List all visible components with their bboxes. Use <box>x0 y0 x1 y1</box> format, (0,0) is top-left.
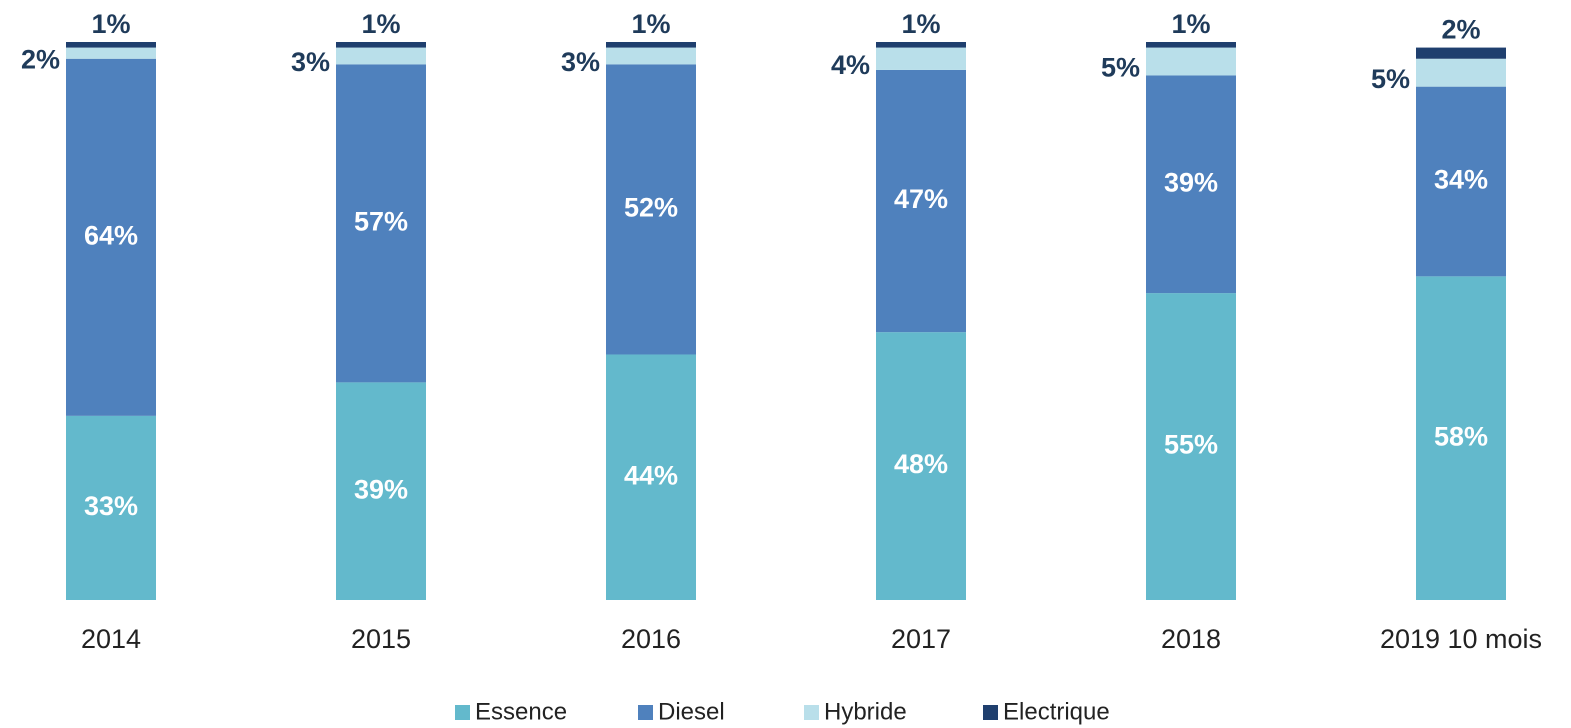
legend-swatch <box>455 705 470 720</box>
bar-segment <box>1146 47 1236 76</box>
value-label: 5% <box>1371 64 1410 94</box>
legend-swatch <box>804 705 819 720</box>
legend-swatch <box>983 705 998 720</box>
value-label: 44% <box>624 460 678 490</box>
value-label: 55% <box>1164 430 1218 460</box>
bar-segment <box>1416 47 1506 59</box>
bar-segment <box>336 47 426 65</box>
bar-segment <box>606 47 696 65</box>
value-label: 2% <box>21 44 60 74</box>
legend-label: Diesel <box>658 698 725 725</box>
bar-segment <box>1416 276 1506 600</box>
bar-segment <box>876 332 966 600</box>
bar-segment <box>336 382 426 600</box>
value-label: 57% <box>354 206 408 236</box>
value-label: 1% <box>361 9 400 39</box>
value-label: 3% <box>561 47 600 77</box>
x-tick-label: 2016 <box>621 624 681 654</box>
value-label: 1% <box>631 9 670 39</box>
value-label: 39% <box>1164 167 1218 197</box>
value-label: 52% <box>624 193 678 223</box>
legend-label: Hybride <box>824 698 907 725</box>
value-label: 3% <box>291 47 330 77</box>
bar-segment <box>66 42 156 48</box>
bar-segment <box>336 42 426 48</box>
bar-segment <box>66 47 156 59</box>
x-tick-label: 2015 <box>351 624 411 654</box>
bar-segment <box>66 58 156 416</box>
value-label: 4% <box>831 50 870 80</box>
value-label: 64% <box>84 220 138 250</box>
bar-segment <box>336 64 426 383</box>
value-label: 1% <box>901 9 940 39</box>
x-tick-label: 2019 10 mois <box>1380 624 1542 654</box>
value-label: 58% <box>1434 421 1488 451</box>
x-tick-label: 2014 <box>81 624 141 654</box>
legend-label: Electrique <box>1003 698 1110 725</box>
legend-swatch <box>638 705 653 720</box>
bar-segment <box>876 69 966 333</box>
value-label: 5% <box>1101 53 1140 83</box>
bar-segment <box>66 415 156 600</box>
bar-segment <box>606 64 696 355</box>
value-label: 47% <box>894 184 948 214</box>
value-label: 1% <box>91 9 130 39</box>
value-label: 2% <box>1441 15 1480 45</box>
bar-segment <box>876 42 966 48</box>
bar-segment <box>1146 293 1236 600</box>
bar-segment <box>606 354 696 600</box>
value-label: 39% <box>354 474 408 504</box>
x-tick-label: 2018 <box>1161 624 1221 654</box>
x-tick-label: 2017 <box>891 624 951 654</box>
bar-segment <box>1416 58 1506 87</box>
bar-segment <box>1146 42 1236 48</box>
bar-segment <box>606 42 696 48</box>
value-label: 34% <box>1434 165 1488 195</box>
bar-segment <box>1146 75 1236 294</box>
bar-segment <box>1416 86 1506 277</box>
value-label: 48% <box>894 449 948 479</box>
bar-segment <box>876 47 966 70</box>
legend-label: Essence <box>475 698 567 725</box>
value-label: 33% <box>84 491 138 521</box>
value-label: 1% <box>1171 9 1210 39</box>
